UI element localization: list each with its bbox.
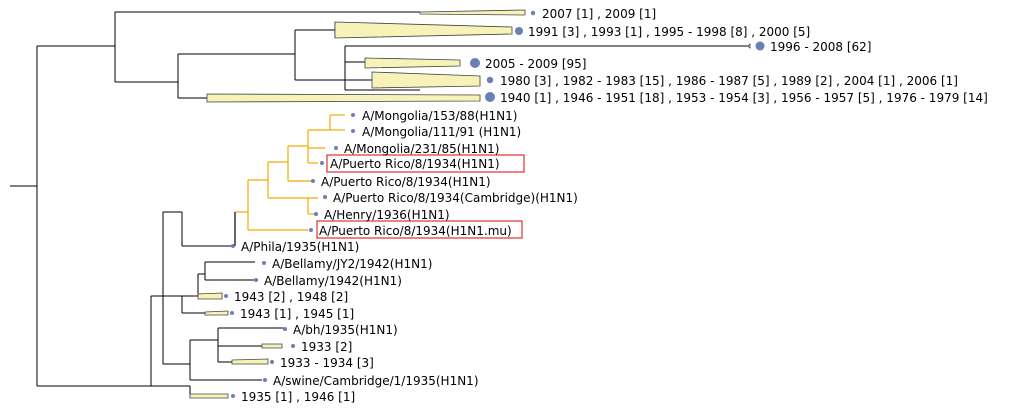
node-dot: [262, 261, 266, 265]
tree-labels[interactable]: 2007 [1] , 2009 [1] 1991 [3] , 1993 [1] …: [234, 7, 988, 404]
leaf-label[interactable]: A/bh/1935(H1N1): [293, 323, 398, 337]
leaf-label[interactable]: A/swine/Cambridge/1/1935(H1N1): [273, 374, 479, 388]
leaf-label[interactable]: A/Puerto Rico/8/1934(H1N1): [330, 157, 500, 171]
leaf-label[interactable]: A/Henry/1936(H1N1): [324, 208, 450, 222]
collapsed-clade-label[interactable]: 1940 [1] , 1946 - 1951 [18] , 1953 - 195…: [500, 91, 988, 105]
collapsed-clade-label[interactable]: 1943 [2] , 1948 [2]: [234, 290, 348, 304]
leaf-label[interactable]: A/Mongolia/231/85(H1N1): [344, 142, 499, 156]
node-dot: [351, 129, 355, 133]
collapsed-clade-label[interactable]: 1943 [1] , 1945 [1]: [240, 307, 354, 321]
node-dot: [270, 360, 274, 364]
node-dot: [254, 278, 258, 282]
node-dot: [515, 27, 523, 35]
leaf-label[interactable]: A/Phila/1935(H1N1): [241, 240, 359, 254]
node-dots: [224, 10, 765, 398]
collapsed-clade: [189, 393, 229, 399]
node-dot: [314, 212, 318, 216]
leaf-label[interactable]: A/Bellamy/JY2/1942(H1N1): [272, 257, 432, 271]
node-dot: [320, 161, 324, 165]
tree-branches: [10, 11, 748, 397]
leaf-label[interactable]: A/Puerto Rico/8/1934(Cambridge)(H1N1): [333, 191, 578, 205]
collapsed-clade: [261, 343, 283, 349]
node-dot: [486, 76, 494, 84]
node-dot: [311, 179, 315, 183]
collapsed-clade-label[interactable]: 1933 [2]: [301, 340, 352, 354]
node-dot: [231, 244, 235, 248]
collapsed-clade: [231, 358, 269, 365]
node-dot: [309, 228, 313, 232]
collapsed-clade: [419, 9, 526, 16]
leaf-label[interactable]: A/Puerto Rico/8/1934(H1N1.mu): [319, 224, 512, 238]
collapsed-clade: [371, 71, 481, 89]
leaf-label[interactable]: A/Mongolia/153/88(H1N1): [362, 109, 517, 123]
collapsed-clades: [189, 9, 751, 399]
node-dot: [283, 327, 287, 331]
collapsed-clade: [364, 57, 461, 69]
node-dot: [263, 378, 267, 382]
collapsed-clade: [206, 93, 481, 103]
node-dot: [351, 113, 355, 117]
node-dot: [485, 92, 495, 102]
node-dot: [231, 394, 235, 398]
collapsed-clade-label[interactable]: 1935 [1] , 1946 [1]: [241, 390, 355, 404]
highlighted-clade-branches: [234, 114, 345, 246]
node-dot: [334, 146, 338, 150]
collapsed-clade: [334, 21, 513, 39]
leaf-label[interactable]: A/Puerto Rico/8/1934(H1N1): [321, 175, 491, 189]
node-dot: [470, 58, 480, 68]
highlight-box: [316, 220, 523, 239]
collapsed-clade-label[interactable]: 1991 [3] , 1993 [1] , 1995 - 1998 [8] , …: [528, 25, 810, 39]
collapsed-clade-label[interactable]: 1996 - 2008 [62]: [770, 40, 871, 54]
node-dot: [230, 311, 234, 315]
collapsed-clade-label[interactable]: 1933 - 1934 [3]: [280, 356, 374, 370]
node-dot: [530, 10, 536, 16]
node-dot: [224, 294, 228, 298]
collapsed-clade-label[interactable]: 2007 [1] , 2009 [1]: [542, 7, 656, 21]
collapsed-clade: [747, 43, 751, 49]
leaf-label[interactable]: A/Bellamy/1942(H1N1): [264, 274, 402, 288]
highlight-box: [326, 154, 525, 173]
collapsed-clade-label[interactable]: 2005 - 2009 [95]: [485, 57, 586, 71]
leaf-label[interactable]: A/Mongolia/111/91 (H1N1): [362, 125, 521, 139]
collapsed-clade: [204, 310, 229, 316]
node-dot: [291, 344, 295, 348]
collapsed-clade-label[interactable]: 1980 [3] , 1982 - 1983 [15] , 1986 - 198…: [500, 74, 958, 88]
node-dot: [323, 195, 327, 199]
node-dot: [755, 41, 765, 51]
collapsed-clade: [197, 292, 223, 300]
